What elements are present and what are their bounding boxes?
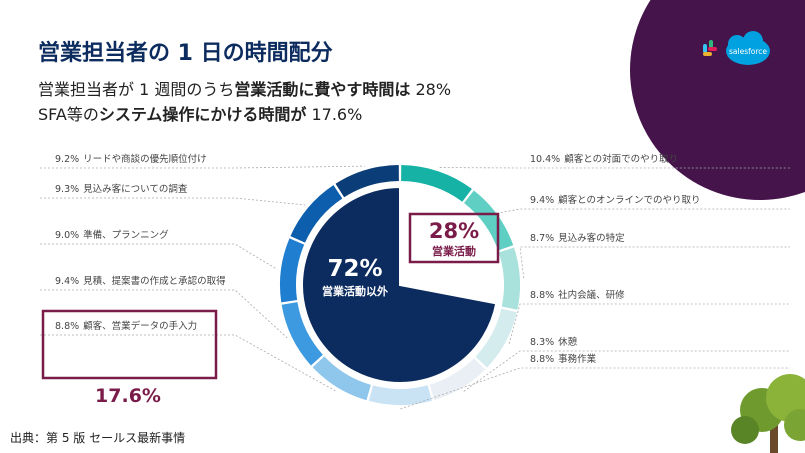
ring-segment: [368, 385, 432, 405]
leader-line: [40, 197, 306, 206]
segment-name: リードや商談の優先順位付け: [83, 153, 207, 165]
slice-value: 28%: [429, 219, 479, 243]
leader-line: [500, 208, 790, 214]
segment-value: 9.3%: [55, 184, 79, 195]
ring-segment: [429, 358, 486, 400]
ring-segment: [312, 356, 371, 401]
segment-name: 事務作業: [558, 353, 597, 365]
segment-label: 9.2% リードや商談の優先順位付け: [55, 153, 207, 165]
tree: [731, 374, 805, 453]
segment-label: 10.4% 顧客との対面でのやり取り: [530, 153, 678, 165]
subtitle-line: SFA等のシステム操作にかける時間が 17.6%: [38, 105, 362, 124]
segment-value: 8.8%: [55, 321, 79, 332]
segment-value: 8.8%: [530, 290, 554, 301]
chart: 28%営業活動 72% 営業活動以外 10.4% 顧客との対面でのやり取り 9.4% 顧客と…: [40, 153, 790, 410]
segment-name: 見積、提案書の作成と承認の取得: [83, 275, 226, 287]
ring-segment: [290, 185, 343, 243]
segment-label: 8.8% 事務作業: [530, 353, 597, 365]
segment-value: 9.2%: [55, 154, 79, 165]
subtitle: 営業担当者が 1 週間のうち営業活動に費やす時間は 28% SFA等のシステム操作…: [38, 80, 451, 124]
segment-label: 8.3% 休憩: [530, 336, 578, 348]
slice-value: 72%: [327, 256, 382, 282]
segment-value: 9.0%: [55, 230, 79, 241]
segment-name: 顧客とのオンラインでのやり取り: [558, 194, 700, 206]
segment-label: 8.8% 社内会議、研修: [530, 289, 625, 301]
leader-line: [519, 246, 790, 279]
highlight-label: 17.6%: [95, 385, 161, 407]
ring-segment: [281, 302, 323, 366]
segment-label: 9.0% 準備、プランニング: [55, 229, 169, 241]
segment-value: 9.4%: [530, 195, 554, 206]
title: 営業担当者の 1 日の時間配分: [38, 40, 333, 66]
pie-slice: [399, 185, 499, 305]
subtitle-line: 営業担当者が 1 週間のうち営業活動に費やす時間は 28%: [38, 80, 451, 99]
segment-name: 準備、プランニング: [83, 229, 169, 241]
ring-segment: [464, 190, 514, 251]
subtitle-segment: 営業活動に費やす時間は: [234, 80, 410, 99]
segment-name: 見込み客についての調査: [83, 183, 188, 195]
segment-label: 9.3% 見込み客についての調査: [55, 183, 188, 195]
segment-label: 8.7% 見込み客の特定: [530, 232, 625, 244]
segment-value: 8.7%: [530, 233, 554, 244]
background-blob: [630, 0, 805, 200]
segment-label: 8.8% 顧客、営業データの手入力: [55, 320, 197, 332]
ring-segment: [475, 308, 517, 368]
segment-label: 9.4% 顧客とのオンラインでのやり取り: [530, 194, 701, 206]
leader-line: [40, 243, 278, 270]
ring-segment: [335, 165, 399, 198]
segment-name: 休憩: [558, 336, 578, 348]
ring-segment: [280, 238, 305, 303]
leader-line: [40, 165, 365, 169]
source: 出典：第 5 版 セールス最新事情: [10, 430, 185, 445]
leader-line: [463, 350, 790, 392]
slack-icon: [703, 40, 717, 56]
ring-segment: [498, 247, 520, 310]
slice-label: 営業活動: [432, 244, 476, 258]
subtitle-segment: 営業担当者が 1 週間のうち: [38, 80, 234, 99]
highlight-box: [41, 309, 218, 380]
subtitle-segment: 17.6%: [306, 105, 362, 124]
logo-text: salesforce: [729, 47, 767, 56]
subtitle-segment: 28%: [410, 80, 451, 99]
leader-line: [40, 334, 336, 392]
segment-name: 顧客、営業データの手入力: [83, 320, 197, 332]
segment-value: 8.3%: [530, 337, 554, 348]
pie-slice: [301, 185, 498, 384]
ring-segment: [401, 165, 472, 202]
segment-label: 9.4% 見積、提案書の作成と承認の取得: [55, 275, 226, 287]
slice-label: 営業活動以外: [322, 284, 388, 298]
segment-name: 見込み客の特定: [558, 232, 625, 244]
leader-line: [40, 289, 289, 340]
subtitle-segment: システム操作にかける時間が: [99, 105, 307, 124]
segment-name: 社内会議、研修: [558, 289, 625, 301]
highlight-box: [408, 212, 500, 264]
segment-value: 8.8%: [530, 354, 554, 365]
segment-name: 顧客との対面でのやり取り: [564, 153, 678, 165]
subtitle-segment: SFA等の: [38, 105, 99, 124]
salesforce-logo: salesforce: [726, 31, 770, 65]
segment-value: 9.4%: [55, 276, 79, 287]
leader-line: [508, 303, 790, 344]
segment-value: 10.4%: [530, 154, 560, 165]
